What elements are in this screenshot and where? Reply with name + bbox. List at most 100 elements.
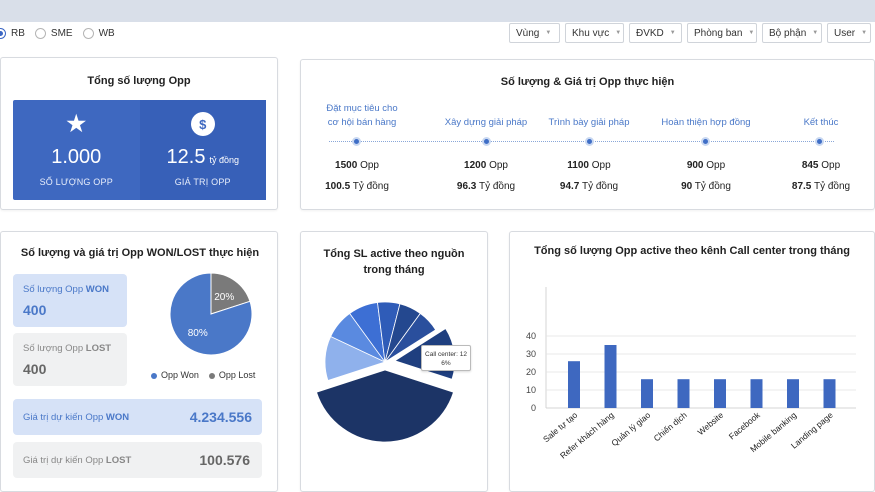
- step-label: cơ hội bán hàng: [327, 117, 397, 128]
- legend-swatch: [208, 372, 215, 379]
- filter-bar: Vùng ▼ Khu vực ▼ ĐVKD ▼ Phòng ban ▼ Bộ phận ▼…: [509, 23, 871, 43]
- x-tick-label: Chiến dịch: [652, 410, 689, 444]
- lost-count-value: 400: [23, 361, 47, 377]
- source-pie-chart: [316, 301, 456, 443]
- legend-item-lost: Opp Lost: [208, 370, 256, 380]
- label-text: Số lượng Opp: [23, 343, 86, 354]
- step-dot[interactable]: [482, 137, 491, 146]
- count-unit: Opp: [489, 160, 508, 171]
- pie-slice-lost[interactable]: [210, 272, 251, 315]
- won-value-box: Giá trị dự kiến Opp WON 4.234.556: [13, 399, 262, 435]
- y-tick-label: 0: [531, 403, 536, 413]
- source-pie-slice[interactable]: [384, 312, 437, 363]
- step-3: Hoàn thiện hợp đồng: [641, 116, 771, 130]
- bar[interactable]: [568, 361, 580, 408]
- bar[interactable]: [787, 379, 799, 408]
- step-dot[interactable]: [815, 137, 824, 146]
- y-tick-label: 40: [526, 331, 536, 341]
- filter-phong-ban[interactable]: Phòng ban ▼: [687, 23, 757, 43]
- title-line: Tổng SL active theo nguồn: [323, 248, 465, 260]
- value-unit: Tỷ đồng: [478, 181, 516, 192]
- won-value-label: Giá trị dự kiến Opp WON: [23, 412, 129, 423]
- filter-bo-phan[interactable]: Bộ phận ▼: [762, 23, 822, 43]
- step-4: Kết thúc: [781, 116, 861, 130]
- label-text: Giá trị dự kiến Opp: [23, 455, 106, 466]
- count-unit: Opp: [591, 160, 611, 171]
- tooltip-percent: 6%: [441, 360, 451, 367]
- bar[interactable]: [750, 379, 763, 408]
- lost-value-box: Giá trị dự kiến Opp LOST 100.576: [13, 442, 262, 478]
- pipeline-steps: Đặt mục tiêu cho cơ hội bán hàng Xây dựn…: [301, 60, 874, 209]
- filter-label: Vùng: [516, 27, 540, 39]
- count-unit: Opp: [821, 160, 841, 171]
- x-tick-label: Quản lý giao: [609, 410, 652, 449]
- source-pie-slice[interactable]: [316, 369, 454, 443]
- y-tick-label: 10: [526, 385, 536, 395]
- step-4-value: 87.5 Tỷ đồng: [773, 181, 869, 192]
- legend-label: Opp Won: [161, 370, 199, 380]
- pipeline-card: Số lượng & Giá trị Opp thực hiện Đặt mục…: [300, 59, 875, 210]
- value-unit: Tỷ đồng: [813, 181, 851, 192]
- value-number: 87.5: [791, 181, 812, 192]
- value-number: 96.3: [456, 181, 477, 192]
- step-label: Trình bày giải pháp: [548, 117, 630, 128]
- step-1: Xây dựng giải pháp: [421, 116, 551, 130]
- step-3-value: 90 Tỷ đồng: [661, 181, 751, 192]
- segment-wb-label: WB: [98, 27, 115, 39]
- bar[interactable]: [677, 379, 690, 408]
- legend-label: Opp Lost: [218, 370, 256, 380]
- segment-sme[interactable]: SME: [34, 27, 73, 39]
- bar[interactable]: [823, 379, 836, 408]
- step-dot[interactable]: [701, 137, 710, 146]
- pie-slice-won[interactable]: [169, 272, 253, 356]
- wonlost-card: Số lượng và giá trị Opp WON/LOST thực hi…: [0, 231, 278, 492]
- step-3-count: 900 Opp: [666, 160, 746, 171]
- step-dot[interactable]: [352, 137, 361, 146]
- card-title: Tổng số lượng Opp: [87, 75, 191, 87]
- card-title: Số lượng và giá trị Opp WON/LOST thực hi…: [20, 247, 260, 259]
- filter-user[interactable]: User ▼: [827, 23, 871, 43]
- x-tick-label: Facebook: [727, 409, 763, 441]
- filter-label: ĐVKD: [636, 27, 664, 39]
- bar[interactable]: [604, 345, 617, 408]
- star-icon: ★: [66, 111, 87, 136]
- label-text: Giá trị dự kiến Opp: [23, 412, 106, 423]
- filter-dvkd[interactable]: ĐVKD ▼: [629, 23, 682, 43]
- bar[interactable]: [714, 379, 726, 408]
- filter-label: Bộ phận: [769, 27, 807, 39]
- step-1-value: 96.3 Tỷ đồng: [438, 181, 534, 192]
- step-2-count: 1100 Opp: [549, 160, 629, 171]
- label-bold: WON: [85, 284, 109, 295]
- filter-khu-vuc[interactable]: Khu vực ▼: [565, 23, 624, 43]
- legend-item-won: Opp Won: [151, 370, 199, 380]
- pie-tooltip: Call center: 12 6%: [421, 345, 471, 371]
- segment-wb[interactable]: WB: [82, 27, 115, 39]
- radio-icon: [34, 27, 46, 39]
- label-bold: LOST: [105, 455, 132, 466]
- wonlost-legend: Opp Won Opp Lost: [151, 370, 255, 380]
- lost-count-box: Số lượng Opp LOST 400: [13, 333, 127, 386]
- kpi-count-label: SỐ LƯỢNG OPP: [39, 177, 113, 187]
- segment-sme-label: SME: [50, 27, 73, 39]
- segment-radio-group: RB SME WB: [0, 26, 115, 40]
- step-dot[interactable]: [585, 137, 594, 146]
- top-header-bar: [0, 0, 875, 22]
- segment-rb[interactable]: RB: [0, 27, 25, 39]
- bar[interactable]: [641, 379, 653, 408]
- value-number: 94.7: [559, 181, 580, 192]
- tooltip-label: Call center: 12: [425, 351, 467, 358]
- kpi-value-label: GIÁ TRỊ OPP: [174, 177, 231, 187]
- y-tick-label: 30: [526, 349, 536, 359]
- pie-slice-label: 20%: [214, 292, 234, 303]
- radio-icon: [82, 27, 94, 39]
- filter-vung[interactable]: Vùng ▼: [509, 23, 560, 43]
- y-tick-label: 20: [526, 367, 536, 377]
- step-1-count: 1200 Opp: [446, 160, 526, 171]
- count-value: 900: [686, 160, 704, 171]
- chevron-down-icon: ▼: [615, 30, 622, 36]
- step-2: Trình bày giải pháp: [529, 116, 649, 130]
- count-value: 1100: [567, 160, 589, 171]
- value-number: 100.5: [325, 181, 351, 192]
- card-title: Số lượng & Giá trị Opp thực hiện: [500, 76, 675, 88]
